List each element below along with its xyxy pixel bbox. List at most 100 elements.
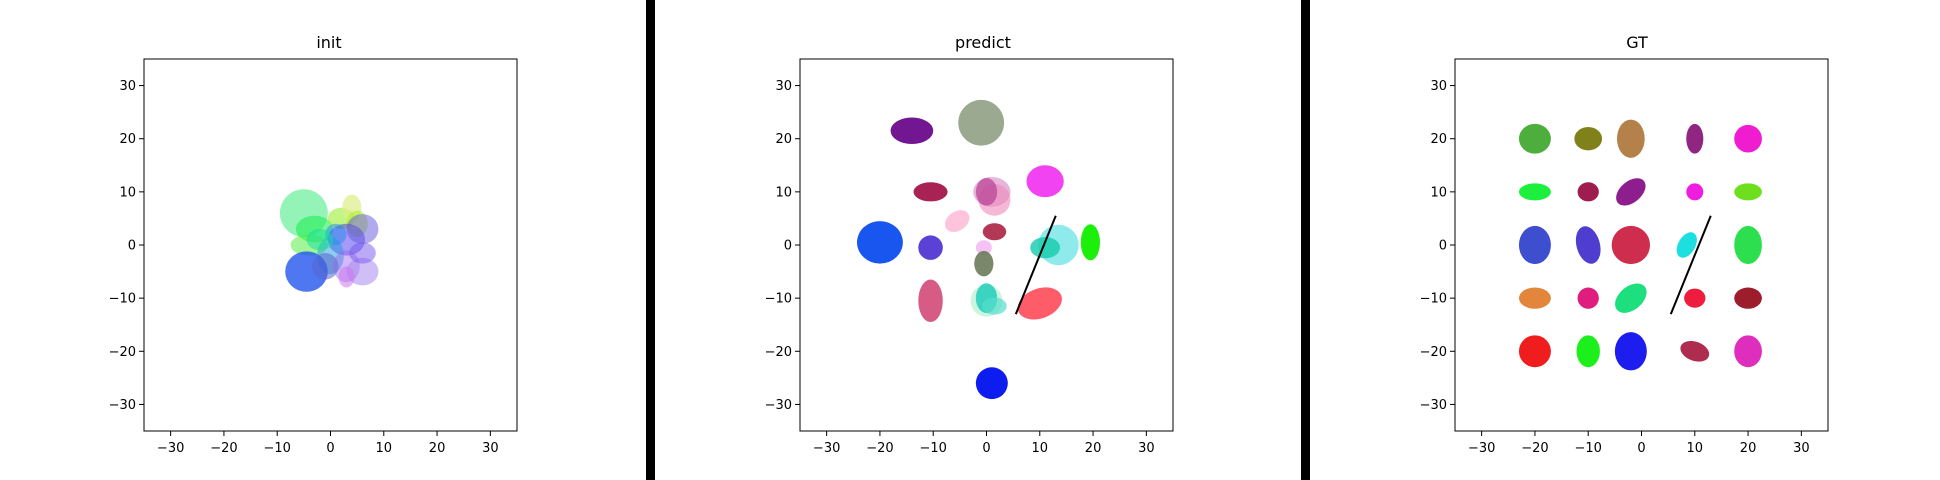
ellipse-mark	[1611, 225, 1651, 265]
ellipse-mark	[1577, 182, 1599, 202]
ellipse-mark	[1686, 123, 1704, 154]
ellipse-mark	[1518, 225, 1551, 265]
ellipse-mark	[1518, 123, 1551, 154]
x-tick-label: −20	[210, 441, 237, 456]
x-tick-label: 20	[1085, 441, 1102, 456]
ellipse-mark	[1616, 119, 1645, 158]
ellipse-mark	[1080, 224, 1100, 261]
x-tick-label: −10	[919, 441, 946, 456]
x-tick-label: −10	[1574, 441, 1601, 456]
ellipse-mark	[1614, 332, 1647, 371]
ellipse-mark	[1680, 340, 1710, 362]
y-tick-label: −10	[109, 292, 136, 307]
ellipse-series	[857, 99, 1100, 400]
y-tick-label: 0	[784, 239, 792, 254]
reference-line	[1669, 215, 1712, 315]
chart-panel-predict: predict −30 −20 −10 0 10 20 30 −30 −20 −10 0 10 20 30	[765, 33, 1174, 456]
ellipse-mark	[918, 235, 943, 260]
x-tick-label: 30	[1793, 441, 1810, 456]
chart-title: GT	[1626, 33, 1648, 52]
x-tick-label: 20	[429, 441, 446, 456]
x-tick-label: 0	[1637, 441, 1645, 456]
ellipse-mark	[944, 210, 970, 233]
x-tick-label: −30	[813, 441, 840, 456]
ellipse-mark	[913, 182, 948, 202]
ellipse-mark	[1684, 288, 1706, 308]
panel-separator	[1301, 0, 1310, 480]
x-tick-label: −20	[1521, 441, 1548, 456]
ellipse-mark	[346, 214, 379, 244]
plot-area: −30 −20 −10 0 10 20 30 −30 −20 −10 0 10 20 30	[1420, 58, 1829, 456]
y-tick-label: −30	[1420, 398, 1447, 413]
y-tick-label: 30	[1430, 79, 1447, 94]
ellipse-mark	[975, 240, 992, 256]
panel-separator	[646, 0, 655, 480]
y-tick-label: −20	[1420, 345, 1447, 360]
ellipse-mark	[975, 367, 1008, 400]
reference-line	[1014, 215, 1057, 315]
y-tick-label: 30	[775, 79, 792, 94]
chart-title: init	[316, 33, 341, 52]
ellipse-mark	[1734, 335, 1762, 368]
ellipse-mark	[1574, 127, 1603, 151]
ellipse-mark	[1577, 287, 1599, 309]
y-tick-label: −30	[765, 398, 792, 413]
ellipse-mark	[1616, 178, 1646, 206]
y-tick-label: 30	[119, 79, 136, 94]
ellipse-series	[1518, 119, 1762, 371]
plot-area: −30 −20 −10 0 10 20 30 −30 −20 −10 0 10 20 30	[109, 58, 518, 456]
x-tick-label: 10	[1032, 441, 1049, 456]
y-tick-label: −10	[765, 292, 792, 307]
x-tick-label: −10	[263, 441, 290, 456]
ellipse-mark	[1518, 287, 1551, 309]
ellipse-mark	[1576, 335, 1600, 368]
ellipse-mark	[1734, 225, 1762, 265]
ellipse-mark	[1686, 183, 1704, 201]
chart-panel-init: init −30 −20 −10 0 10 20 30 −30 −20 −10 0 10 20 30	[109, 33, 518, 456]
ellipse-mark	[1017, 287, 1062, 320]
y-tick-label: 10	[119, 185, 136, 200]
ellipse-mark	[306, 229, 334, 251]
y-tick-label: −30	[109, 398, 136, 413]
ellipse-mark	[974, 250, 994, 277]
x-tick-label: 10	[376, 441, 393, 456]
x-tick-label: 30	[1138, 441, 1155, 456]
ellipse-mark	[1615, 283, 1647, 313]
ellipse-mark	[1575, 226, 1601, 264]
y-tick-label: −10	[1420, 292, 1447, 307]
x-tick-label: 30	[482, 441, 499, 456]
ellipse-mark	[1734, 124, 1762, 153]
ellipse-mark	[1734, 287, 1762, 309]
ellipse-mark	[975, 178, 998, 206]
ellipse-mark	[1676, 232, 1697, 258]
y-tick-label: 0	[1439, 239, 1447, 254]
y-tick-label: −20	[765, 345, 792, 360]
y-tick-label: 20	[775, 132, 792, 147]
ellipse-mark	[349, 242, 376, 264]
ellipse-mark	[1026, 165, 1064, 198]
ellipse-mark	[1030, 237, 1061, 259]
ellipse-mark	[918, 279, 943, 323]
ellipse-mark	[958, 99, 1005, 146]
x-tick-label: −20	[866, 441, 893, 456]
ellipse-mark	[1518, 335, 1551, 368]
ellipse-mark	[857, 221, 903, 264]
y-tick-label: 0	[128, 239, 136, 254]
ellipse-series	[279, 189, 379, 292]
y-tick-label: 20	[119, 132, 136, 147]
ellipse-mark	[346, 257, 379, 286]
plot-area: −30 −20 −10 0 10 20 30 −30 −20 −10 0 10 20 30	[765, 58, 1174, 456]
ellipse-mark	[1518, 183, 1551, 201]
y-tick-label: 10	[1430, 185, 1447, 200]
y-tick-label: −20	[109, 345, 136, 360]
y-tick-label: 20	[1430, 132, 1447, 147]
x-tick-label: 0	[982, 441, 990, 456]
y-tick-label: 10	[775, 185, 792, 200]
ellipse-mark	[982, 297, 1007, 315]
chart-title: predict	[955, 33, 1011, 52]
ellipse-mark	[338, 266, 355, 288]
ellipse-mark	[890, 117, 934, 145]
x-tick-label: −30	[157, 441, 184, 456]
x-tick-label: 0	[326, 441, 334, 456]
